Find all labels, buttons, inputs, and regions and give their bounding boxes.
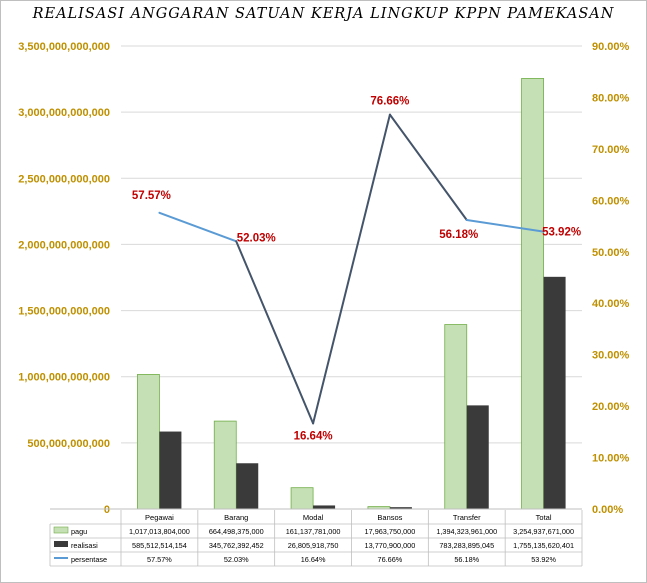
table-cell-pagu: 1,017,013,804,000 [129, 527, 190, 536]
table-cell-realisasi: 13,770,900,000 [365, 541, 416, 550]
y-left-tick-label: 1,500,000,000,000 [18, 306, 110, 318]
data-label-persentase: 52.03% [237, 232, 276, 244]
legend-label-realisasi: realisasi [71, 541, 98, 550]
table-cell-persentase: 57.57% [147, 555, 172, 564]
y-right-tick-label: 80.00% [592, 92, 630, 104]
category-label: Barang [224, 513, 248, 522]
bar-pagu [521, 78, 544, 510]
table-cell-persentase: 16.64% [301, 555, 326, 564]
y-left-tick-label: 500,000,000,000 [27, 438, 110, 450]
table-cell-pagu: 664,498,375,000 [209, 527, 264, 536]
series-line-segment [158, 211, 238, 243]
series-line-segment [235, 240, 315, 425]
bar-pagu [444, 324, 468, 510]
category-label: Pegawai [145, 513, 174, 522]
table-cell-pagu: 3,254,937,671,000 [513, 527, 574, 536]
y-left-tick-label: 2,500,000,000,000 [18, 173, 110, 185]
bar-pagu [213, 420, 237, 510]
table-cell-pagu: 17,963,750,000 [365, 527, 416, 536]
legend-key-realisasi [54, 541, 68, 547]
data-label-persentase: 56.18% [439, 229, 478, 241]
table-cell-realisasi: 1,755,135,620,401 [513, 541, 574, 550]
table-cell-pagu: 1,394,323,961,000 [436, 527, 497, 536]
y-left-tick-label: 3,500,000,000,000 [18, 41, 110, 53]
y-right-tick-label: 10.00% [592, 453, 630, 465]
data-label-persentase: 57.57% [132, 190, 171, 202]
table-cell-realisasi: 345,762,392,452 [209, 541, 264, 550]
table-cell-realisasi: 585,512,514,154 [132, 541, 187, 550]
chart-title: REALISASI ANGGARAN SATUAN KERJA LINGKUP … [32, 6, 615, 22]
bar-realisasi [236, 463, 259, 509]
table-cell-realisasi: 26,805,918,750 [288, 541, 339, 550]
series-line-segment [388, 113, 468, 221]
table-cell-persentase: 76.66% [378, 555, 403, 564]
y-left-tick-label: 3,000,000,000,000 [18, 107, 110, 119]
category-label: Transfer [453, 513, 481, 522]
y-right-tick-label: 70.00% [592, 144, 630, 156]
bar-realisasi [159, 431, 182, 509]
y-right-tick-label: 20.00% [592, 401, 630, 413]
category-label: Modal [303, 513, 324, 522]
y-right-tick-label: 40.00% [592, 298, 630, 310]
table-cell-persentase: 52.03% [224, 555, 249, 564]
legend-key-pagu [53, 526, 69, 534]
bar-realisasi [466, 405, 489, 509]
y-right-tick-label: 0.00% [592, 504, 623, 516]
category-label: Total [536, 513, 552, 522]
table-cell-persentase: 56.18% [454, 555, 479, 564]
bar-realisasi [313, 505, 336, 509]
y-left-tick-label: 0 [104, 504, 110, 516]
y-right-tick-label: 90.00% [592, 41, 630, 53]
series-line-segment [312, 113, 391, 425]
series-line-segment [465, 218, 545, 233]
category-label: Bansos [377, 513, 402, 522]
legend-label-persentase: persentase [71, 555, 107, 564]
y-left-tick-label: 2,000,000,000,000 [18, 239, 110, 251]
y-right-tick-label: 50.00% [592, 247, 630, 259]
y-left-tick-label: 1,000,000,000,000 [18, 372, 110, 384]
bar-realisasi [543, 276, 566, 509]
table-cell-persentase: 53.92% [531, 555, 556, 564]
bar-pagu [137, 374, 160, 510]
y-right-tick-label: 60.00% [592, 195, 630, 207]
table-cell-realisasi: 783,283,895,045 [439, 541, 494, 550]
bar-pagu [290, 487, 314, 510]
data-label-persentase: 76.66% [370, 96, 409, 108]
data-label-persentase: 53.92% [542, 227, 581, 239]
data-label-persentase: 16.64% [294, 430, 333, 442]
bar-realisasi [389, 507, 412, 509]
legend-label-pagu: pagu [71, 527, 87, 536]
y-right-tick-label: 30.00% [592, 350, 630, 362]
table-cell-pagu: 161,137,781,000 [286, 527, 341, 536]
